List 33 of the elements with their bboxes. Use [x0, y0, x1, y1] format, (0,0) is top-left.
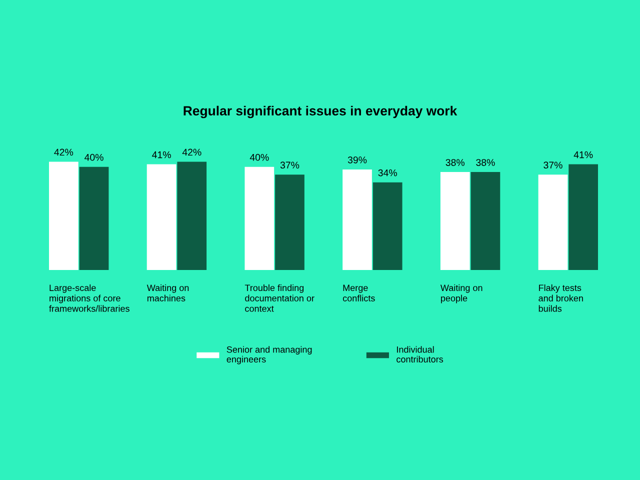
data-label: 40%: [84, 154, 104, 161]
x-tick-label: Trouble finding documentation or context: [244, 284, 314, 312]
data-label: 38%: [476, 159, 495, 166]
bar: [275, 174, 304, 270]
x-tick-label: Waiting on people: [440, 284, 482, 304]
x-tick-label: Large-scale migrations of core frameworks/libraries: [49, 284, 130, 312]
data-label: 38%: [446, 159, 465, 166]
bar: [538, 174, 568, 270]
data-label: 41%: [574, 151, 593, 158]
bar: [177, 162, 207, 270]
data-label: 42%: [54, 148, 74, 156]
bar: [372, 182, 402, 270]
data-label: 41%: [152, 151, 171, 158]
bar: [79, 166, 109, 270]
bar: [342, 169, 372, 270]
x-tick-label: Merge conflicts: [342, 284, 375, 302]
x-tick-label: Waiting on machines: [146, 284, 189, 302]
data-label: 37%: [280, 162, 300, 169]
bar: [146, 164, 176, 270]
bar: [440, 172, 470, 270]
legend-label: Senior and managing engineers: [226, 346, 312, 364]
bar: [470, 172, 500, 270]
data-label: 34%: [378, 169, 397, 176]
bar: [49, 162, 78, 270]
data-label: 40%: [250, 154, 269, 161]
data-label: 42%: [182, 148, 202, 156]
chart-title: Regular significant issues in everyday work: [184, 106, 458, 118]
legend-label: Individual contributors: [396, 346, 444, 362]
data-label: 37%: [544, 162, 562, 169]
bar: [244, 166, 274, 270]
bar: [568, 164, 598, 270]
x-tick-label: Flaky tests and broken builds: [538, 284, 583, 312]
data-label: 39%: [348, 156, 367, 164]
